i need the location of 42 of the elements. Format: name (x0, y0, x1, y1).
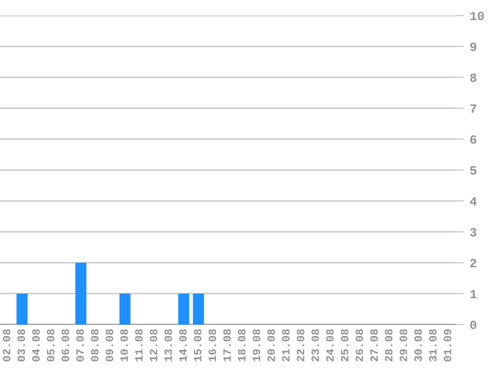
y-tick-label: 1 (470, 290, 477, 298)
x-tick-label: 18.08 (238, 329, 246, 362)
y-tick-label: 8 (470, 74, 476, 82)
x-tick-label: 09.08 (106, 329, 114, 362)
x-tick-label: 29.08 (400, 329, 408, 362)
x-tick-label: 14.08 (179, 329, 187, 362)
x-tick-label: 25.08 (340, 329, 348, 362)
x-tick-label: 26.08 (356, 329, 364, 362)
y-tick-label: 9 (470, 42, 476, 52)
x-tick-label: 04.08 (32, 329, 40, 362)
x-tick-label: 06.08 (62, 329, 70, 362)
y-tick-label: 5 (470, 166, 476, 175)
x-tick-label: 16.08 (208, 329, 216, 362)
x-tick-label: 17.08 (223, 329, 231, 362)
x-tick-label: 28.08 (384, 329, 393, 362)
x-tick-label: 21.08 (282, 329, 290, 362)
x-tick-label: 30.08 (414, 329, 422, 362)
y-tick-label: 4 (470, 197, 477, 206)
y-tick-label: 3 (470, 228, 476, 236)
x-tick-label: 01.09 (444, 329, 452, 362)
x-tick-label: 23.08 (311, 329, 320, 362)
x-tick-label: 03.08 (17, 329, 26, 362)
y-tick-label: 2 (470, 258, 476, 268)
x-tick-label: 12.08 (150, 329, 158, 362)
x-tick-label: 27.08 (370, 329, 378, 362)
x-tick-label: 15.08 (194, 329, 202, 362)
x-tick-label: 08.08 (90, 329, 99, 362)
x-tick-label: 24.08 (326, 329, 334, 362)
y-tick-label: 7 (470, 104, 476, 113)
x-tick-label: 31.08 (429, 329, 437, 362)
x-tick-label: 20.08 (267, 329, 275, 362)
x-tick-label: 10.08 (120, 329, 128, 362)
y-tick-label: 10 (470, 12, 484, 20)
x-tick-label: 11.08 (135, 329, 143, 362)
x-tick-label: 07.08 (76, 329, 84, 362)
y-tick-label: 6 (470, 135, 476, 144)
x-tick-label: 22.08 (296, 329, 304, 362)
x-tick-label: 05.08 (46, 329, 54, 362)
x-tick-label: 19.08 (252, 329, 260, 362)
y-tick-label: 0 (470, 320, 476, 330)
x-tick-label: 02.08 (2, 329, 10, 362)
x-tick-label: 13.08 (164, 329, 172, 362)
